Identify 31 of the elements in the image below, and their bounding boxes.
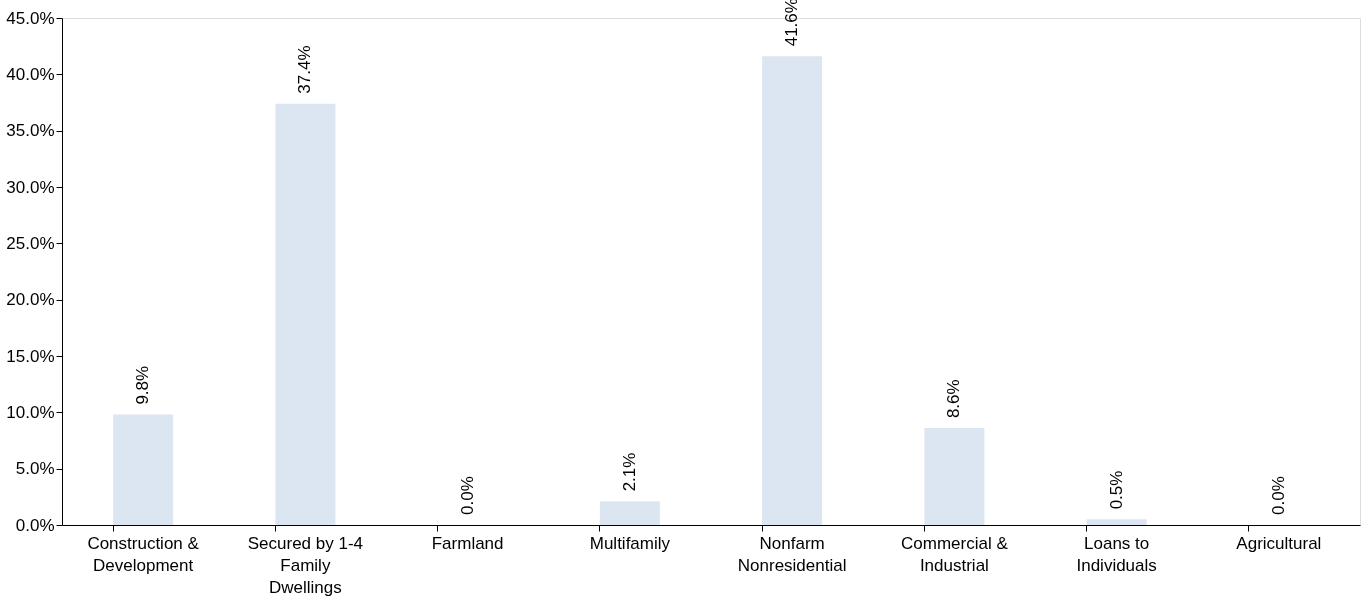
y-tick-label: 45.0%: [6, 8, 55, 28]
y-tick-label: 20.0%: [6, 290, 55, 310]
y-tick-label: 35.0%: [6, 121, 55, 141]
data-label: 37.4%: [295, 45, 315, 94]
y-tick-label: 10.0%: [6, 402, 55, 422]
bar: [924, 428, 985, 525]
bar: [275, 103, 336, 525]
y-tick-label: 25.0%: [6, 233, 55, 253]
data-label: 2.1%: [619, 452, 639, 492]
y-tick-label: 0.0%: [15, 515, 55, 535]
x-tick-label: Nonfarm Nonresidential: [737, 533, 847, 575]
data-label: 8.6%: [944, 379, 964, 419]
data-label: 0.0%: [1268, 476, 1288, 515]
y-tick-label: 5.0%: [15, 459, 55, 479]
bar: [599, 501, 660, 525]
data-label: 0.5%: [1106, 470, 1126, 510]
x-tick-label: Farmland: [431, 533, 504, 553]
x-tick-label: Construction & Development: [87, 533, 200, 575]
bar: [113, 414, 174, 525]
y-tick-label: 40.0%: [6, 64, 55, 84]
x-tick-label: Agricultural: [1236, 533, 1322, 553]
bar: [1086, 519, 1147, 525]
x-tick-label: Multifamily: [589, 533, 671, 553]
x-tick-label: Loans to Individuals: [1076, 533, 1157, 575]
data-label: 0.0%: [457, 476, 477, 515]
y-tick-label: 15.0%: [6, 346, 55, 366]
x-tick-label: Secured by 1-4 Family Dwellings: [247, 533, 364, 597]
x-tick-label: Commercial & Industrial: [901, 533, 1009, 575]
data-label: 9.8%: [133, 365, 153, 405]
y-tick-label: 30.0%: [6, 177, 55, 197]
bar: [762, 56, 823, 525]
